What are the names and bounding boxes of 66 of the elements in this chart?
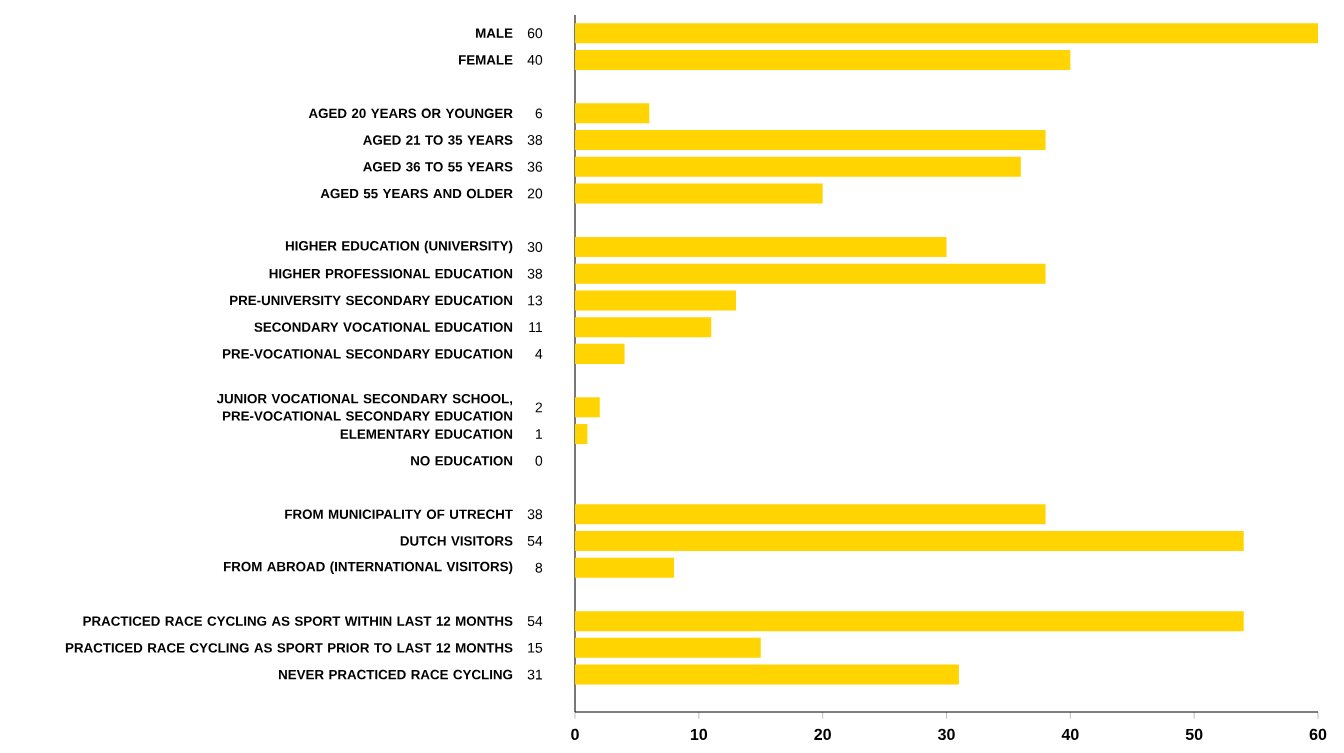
data-label: 40 [527, 54, 543, 65]
data-label: 8 [535, 562, 543, 573]
data-label: 15 [528, 642, 543, 653]
bar [575, 611, 1244, 632]
y-tick-label: FROM MUNICIPALITY OF UTRECHT [285, 509, 513, 519]
bar [575, 317, 712, 338]
bar [575, 397, 600, 418]
y-tick-label: JUNIOR VOCATIONAL SECONDARY SCHOOL, PRE-VOCATIONAL SECONDARY EDUCATION [216, 393, 513, 421]
x-tick-label: 0 [571, 728, 579, 741]
y-tick-label: HIGHER EDUCATION (UNIVERSITY) [285, 240, 513, 254]
data-label: 0 [535, 455, 543, 466]
y-tick-label: AGED 36 TO 55 YEARS [363, 162, 513, 172]
y-tick-label: NEVER PRACTICED RACE CYCLING [279, 669, 513, 680]
bar [575, 557, 675, 578]
y-tick-label: AGED 20 YEARS OR YOUNGER [308, 108, 513, 119]
y-tick-label: HIGHER PROFESSIONAL EDUCATION [269, 268, 513, 279]
data-label: 13 [528, 295, 543, 306]
bar [575, 343, 625, 364]
bar [575, 424, 588, 445]
data-label: 36 [527, 161, 543, 172]
y-tick-label: FEMALE [459, 55, 513, 65]
y-tick-label: PRACTICED RACE CYCLING AS SPORT WITHIN LAST 12 MONTHS [83, 616, 513, 626]
data-label: 20 [527, 188, 543, 199]
x-tick-label: 40 [1061, 728, 1079, 741]
bar [575, 530, 1244, 551]
data-label: 38 [527, 135, 543, 146]
y-tick-label: ELEMENTARY EDUCATION [340, 429, 513, 439]
y-tick-label: DUTCH VISITORS [400, 536, 513, 546]
bar [575, 103, 650, 124]
bar [575, 183, 823, 204]
x-tick-label: 60 [1309, 728, 1327, 741]
data-label: 54 [527, 536, 543, 546]
bar [575, 49, 1071, 70]
x-tick-label: 50 [1185, 728, 1203, 741]
data-label: 60 [527, 28, 543, 39]
data-label: 4 [535, 349, 543, 359]
x-tick-label: 30 [937, 728, 955, 741]
bar [575, 637, 761, 658]
data-label: 30 [527, 242, 543, 252]
y-tick-label: FROM ABROAD (INTERNATIONAL VISITORS) [223, 561, 513, 574]
bar [575, 263, 1046, 284]
data-label: 38 [527, 268, 543, 279]
y-tick-label: SECONDARY VOCATIONAL EDUCATION [254, 322, 513, 332]
y-tick-label: PRACTICED RACE CYCLING AS SPORT PRIOR TO LAST 12 MONTHS [65, 643, 513, 653]
bar [575, 23, 1319, 44]
data-label: 11 [529, 322, 543, 332]
y-tick-label: AGED 21 TO 35 YEARS [363, 135, 513, 145]
data-label: 1 [536, 429, 543, 439]
y-tick-label: PRE-VOCATIONAL SECONDARY EDUCATION [222, 349, 513, 359]
y-tick-label: NO EDUCATION [411, 456, 513, 466]
bar [575, 156, 1021, 177]
data-label: 2 [535, 402, 543, 413]
bar [575, 290, 736, 311]
y-tick-label: MALE [476, 28, 513, 38]
data-label: 38 [527, 509, 543, 520]
data-label: 6 [535, 108, 543, 119]
y-tick-label: PRE-UNIVERSITY SECONDARY EDUCATION [230, 295, 513, 306]
y-tick-label: AGED 55 YEARS AND OLDER [320, 188, 513, 199]
x-tick-label: 20 [814, 728, 831, 741]
bar [575, 130, 1046, 151]
bar [575, 664, 959, 685]
data-label: 54 [527, 616, 543, 627]
x-tick-label: 10 [690, 728, 708, 741]
bar [575, 504, 1046, 525]
data-label: 31 [527, 669, 543, 680]
bar [575, 236, 947, 257]
